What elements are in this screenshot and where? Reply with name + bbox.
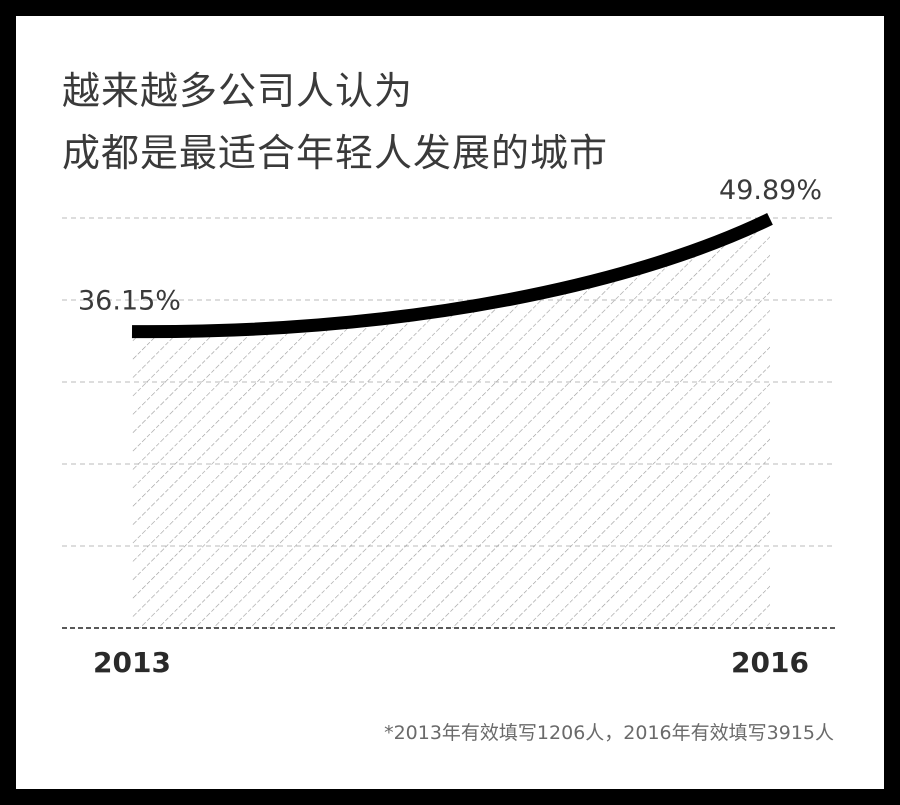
chart-card: 越来越多公司人认为 成都是最适合年轻人发展的城市 36.15% 49.89% 2…: [16, 16, 884, 789]
x-tick-2016: 2016: [731, 646, 809, 679]
x-tick-2013: 2013: [93, 646, 171, 679]
chart-title-line-1: 越来越多公司人认为: [62, 69, 414, 113]
series-line: [131, 213, 773, 339]
chart-footnote: *2013年有效填写1206人，2016年有效填写3915人: [384, 722, 834, 744]
chart-title-line-2: 成都是最适合年轻人发展的城市: [62, 131, 609, 175]
data-label-2016: 49.89%: [719, 175, 822, 206]
area-fill: [132, 218, 770, 629]
area-chart: 36.15% 49.89% 2013 2016: [62, 175, 836, 679]
data-label-2013: 36.15%: [78, 286, 181, 317]
